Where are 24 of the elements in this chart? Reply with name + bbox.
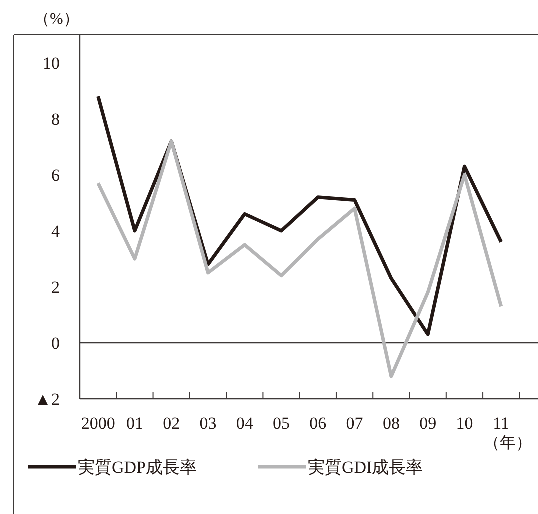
- x-tick-label: 2000: [81, 414, 116, 433]
- x-tick-label: 04: [236, 414, 254, 433]
- x-tick-label: 11: [493, 414, 510, 433]
- y-tick-label: 10: [43, 54, 60, 73]
- x-tick-label: 06: [310, 414, 327, 433]
- y-axis-title: （%）: [34, 11, 80, 28]
- line-series: [96, 140, 504, 378]
- legend-label: 実質GDI成長率: [308, 458, 424, 477]
- y-tick-label: 2: [52, 278, 60, 297]
- x-tick-label: 03: [200, 414, 217, 433]
- x-tick-label: 07: [346, 414, 364, 433]
- x-tick-label: 01: [126, 414, 144, 433]
- legend-label: 実質GDP成長率: [78, 458, 198, 477]
- x-tick-label: 09: [420, 414, 437, 433]
- x-axis-title: （年）: [484, 435, 532, 452]
- x-tick-label: 02: [163, 414, 180, 433]
- y-tick-label: 0: [52, 334, 60, 353]
- y-tick-label: 8: [52, 110, 60, 129]
- y-tick-label: ▲2: [34, 390, 60, 409]
- x-tick-label: 10: [456, 414, 474, 433]
- x-tick-label: 05: [273, 414, 290, 433]
- y-tick-label: 4: [52, 222, 60, 241]
- y-tick-label: 6: [52, 166, 60, 185]
- x-tick-label: 08: [382, 414, 400, 433]
